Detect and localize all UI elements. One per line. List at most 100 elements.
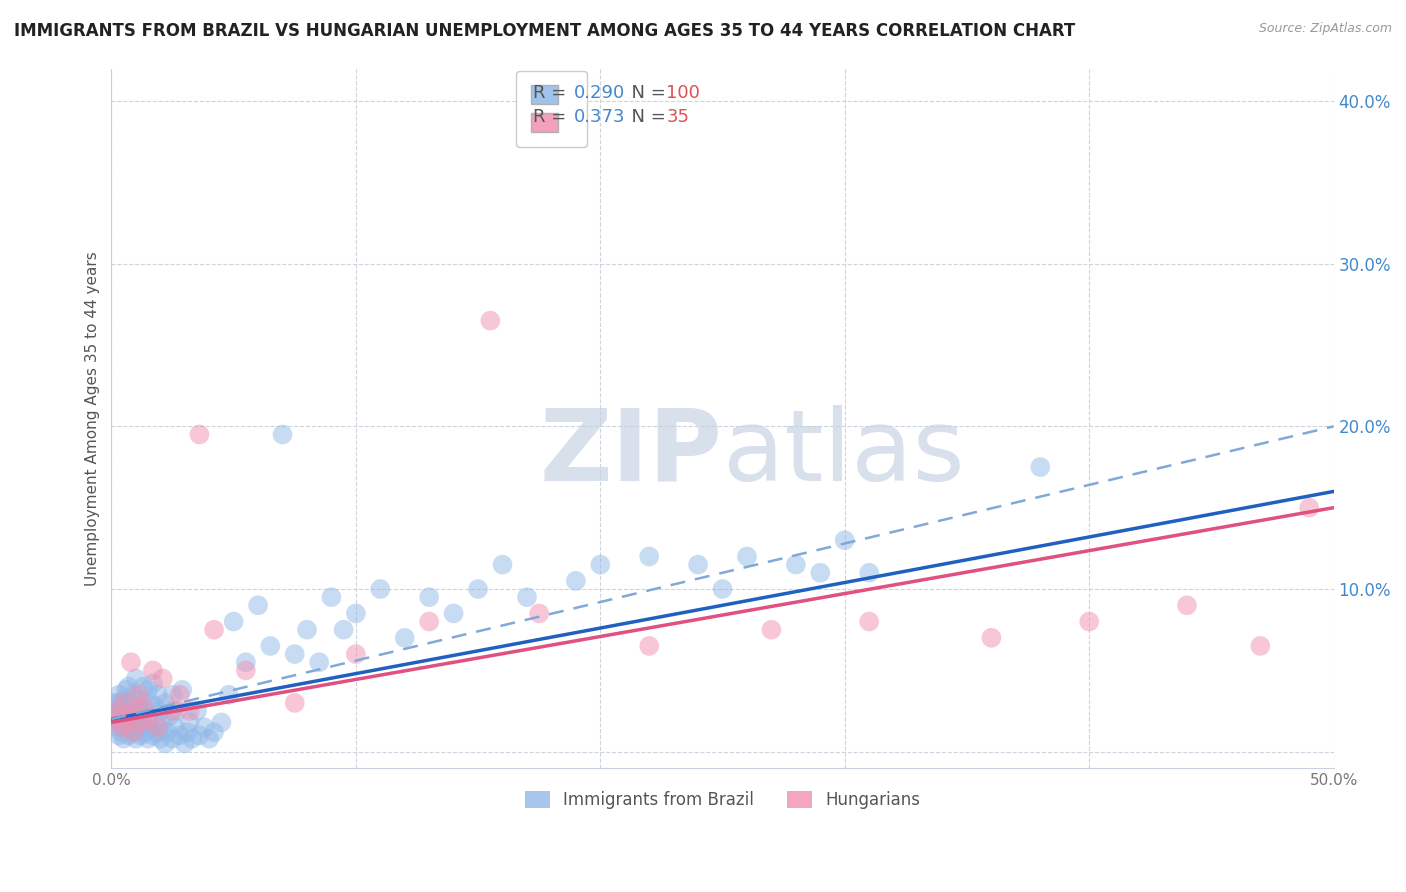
Point	[418, 590, 440, 604]
Point	[1029, 460, 1052, 475]
Text: N =: N =	[620, 84, 671, 102]
Point	[711, 582, 734, 596]
Point	[688, 558, 710, 572]
Point	[115, 709, 138, 723]
Point	[105, 715, 128, 730]
Point	[186, 704, 208, 718]
Point	[173, 737, 195, 751]
Point	[156, 725, 179, 739]
Point	[107, 688, 129, 702]
Point	[1298, 500, 1320, 515]
Point	[163, 720, 186, 734]
Point	[159, 709, 181, 723]
Point	[117, 704, 139, 718]
Point	[153, 696, 176, 710]
Point	[122, 725, 145, 739]
Point	[527, 607, 550, 621]
Point	[491, 558, 513, 572]
Point	[169, 728, 191, 742]
Text: 0.290: 0.290	[574, 84, 624, 102]
Point	[638, 639, 661, 653]
Y-axis label: Unemployment Among Ages 35 to 44 years: Unemployment Among Ages 35 to 44 years	[86, 251, 100, 586]
Point	[120, 715, 142, 730]
Point	[332, 623, 354, 637]
Point	[193, 720, 215, 734]
Text: R =: R =	[533, 109, 572, 127]
Point	[135, 725, 157, 739]
Point	[125, 704, 148, 718]
Point	[132, 715, 155, 730]
Point	[589, 558, 612, 572]
Point	[127, 688, 149, 702]
Point	[142, 728, 165, 742]
Point	[179, 715, 201, 730]
Point	[145, 715, 167, 730]
Point	[129, 692, 152, 706]
Point	[284, 647, 307, 661]
Point	[162, 688, 184, 702]
Point	[166, 704, 188, 718]
Point	[1175, 599, 1198, 613]
Point	[202, 623, 225, 637]
Point	[136, 731, 159, 746]
Text: IMMIGRANTS FROM BRAZIL VS HUNGARIAN UNEMPLOYMENT AMONG AGES 35 TO 44 YEARS CORRE: IMMIGRANTS FROM BRAZIL VS HUNGARIAN UNEM…	[14, 22, 1076, 40]
Point	[107, 704, 129, 718]
Point	[516, 590, 538, 604]
Point	[112, 731, 135, 746]
Point	[146, 688, 169, 702]
Point	[181, 731, 204, 746]
Point	[129, 728, 152, 742]
Legend: Immigrants from Brazil, Hungarians: Immigrants from Brazil, Hungarians	[517, 784, 927, 815]
Point	[129, 715, 152, 730]
Point	[308, 655, 330, 669]
Point	[235, 655, 257, 669]
Point	[139, 696, 162, 710]
Text: R =: R =	[533, 84, 572, 102]
Point	[443, 607, 465, 621]
Point	[761, 623, 783, 637]
Point	[122, 725, 145, 739]
Point	[980, 631, 1002, 645]
Point	[153, 737, 176, 751]
Point	[115, 682, 138, 697]
Point	[149, 704, 172, 718]
Point	[136, 712, 159, 726]
Point	[142, 676, 165, 690]
Text: 35: 35	[666, 109, 689, 127]
Point	[105, 720, 128, 734]
Point	[142, 664, 165, 678]
Point	[565, 574, 588, 588]
Point	[122, 688, 145, 702]
Point	[103, 696, 125, 710]
Point	[107, 704, 129, 718]
Text: Source: ZipAtlas.com: Source: ZipAtlas.com	[1258, 22, 1392, 36]
Point	[188, 728, 211, 742]
Point	[162, 704, 184, 718]
Point	[127, 720, 149, 734]
Point	[110, 720, 132, 734]
Point	[188, 427, 211, 442]
Point	[149, 731, 172, 746]
Point	[209, 715, 232, 730]
Point	[218, 688, 240, 702]
Text: 0.373: 0.373	[574, 109, 624, 127]
Point	[136, 682, 159, 697]
Point	[112, 692, 135, 706]
Point	[110, 725, 132, 739]
Point	[125, 731, 148, 746]
Point	[117, 728, 139, 742]
Point	[284, 696, 307, 710]
Point	[418, 615, 440, 629]
Point	[169, 688, 191, 702]
Point	[344, 607, 367, 621]
Point	[105, 709, 128, 723]
Point	[858, 615, 880, 629]
Point	[120, 655, 142, 669]
Point	[368, 582, 391, 596]
Point	[115, 715, 138, 730]
Point	[176, 725, 198, 739]
Point	[467, 582, 489, 596]
Point	[179, 704, 201, 718]
Point	[479, 313, 502, 327]
Point	[103, 704, 125, 718]
